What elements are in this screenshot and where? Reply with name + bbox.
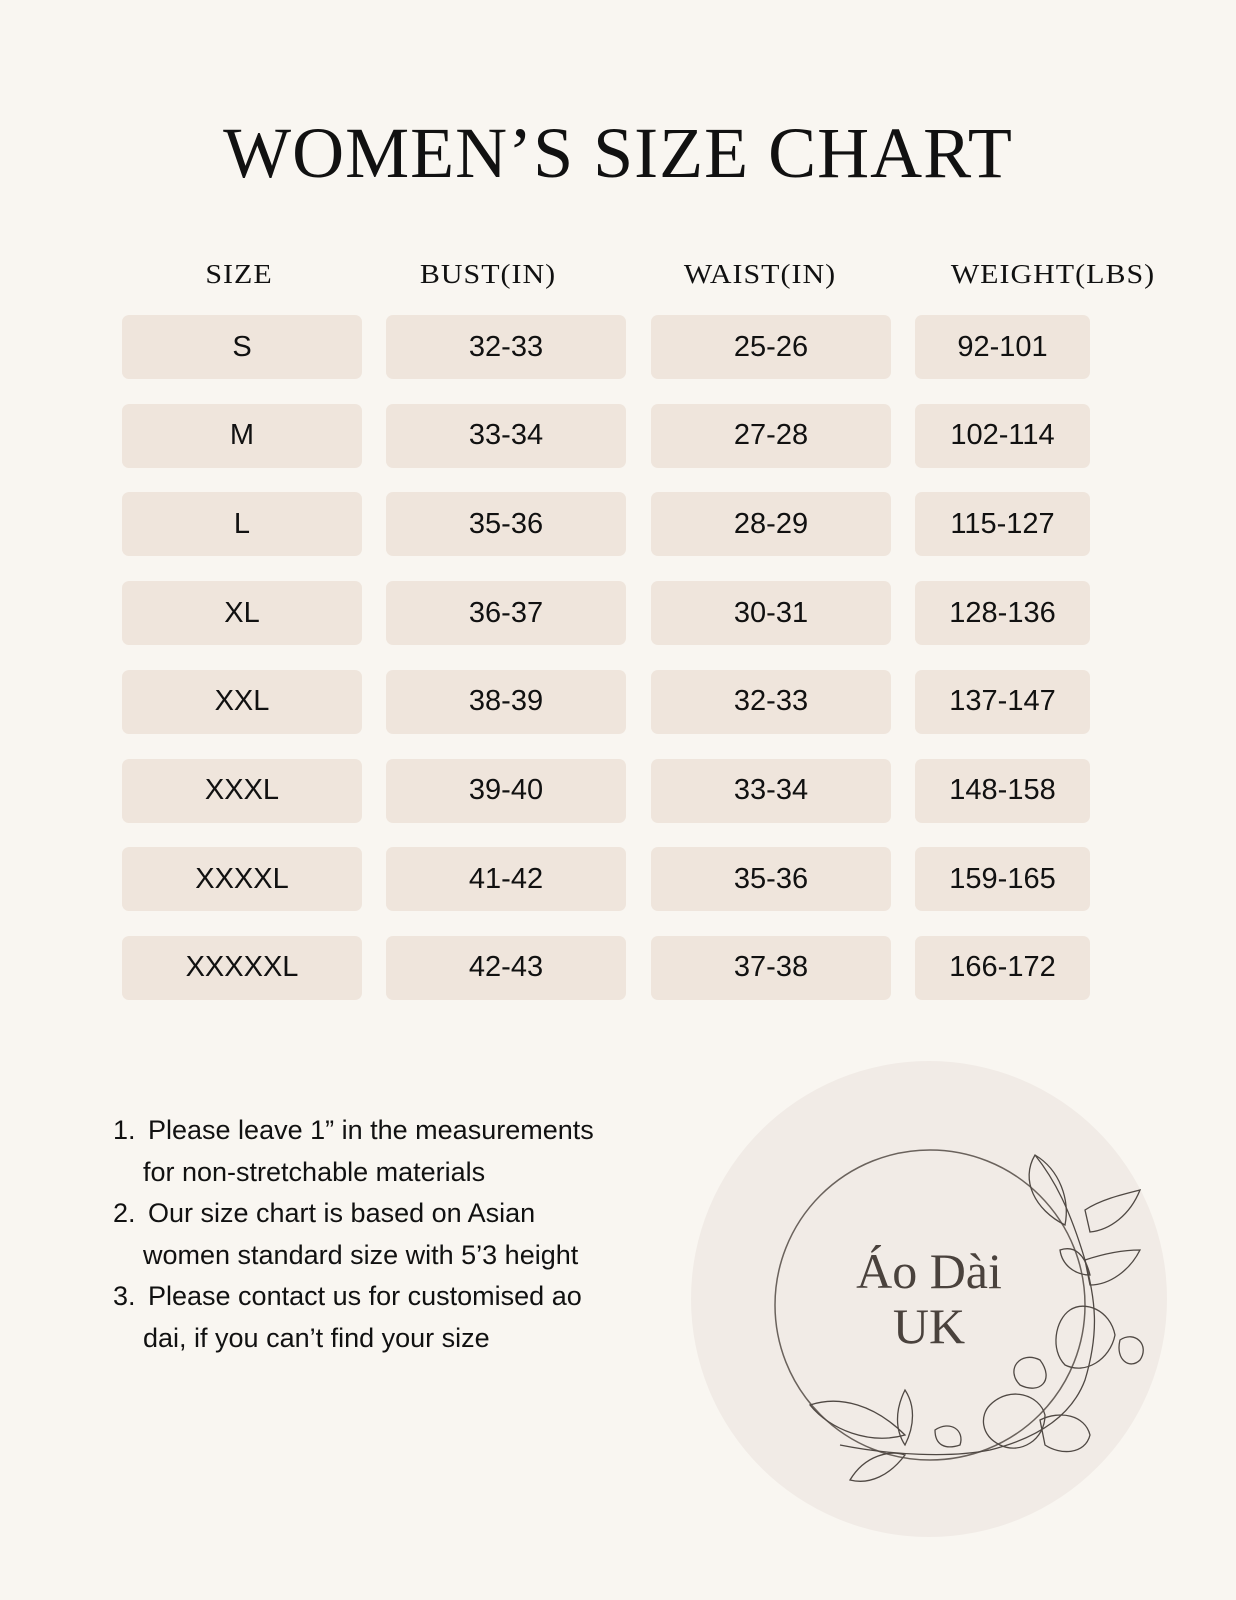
- table-cell-bust: 38-39: [386, 669, 626, 734]
- table-cell-waist: 27-28: [651, 403, 891, 468]
- logo-text-line1: Áo Dài: [856, 1243, 1002, 1299]
- note-number: 2.: [113, 1198, 136, 1228]
- table-cell-bust: 33-34: [386, 403, 626, 468]
- table-cell-waist: 35-36: [651, 847, 891, 912]
- table-cell-size: XXXXXL: [122, 935, 362, 1000]
- table-cell-weight: 128-136: [915, 581, 1090, 646]
- note-text: Please leave 1” in the measurements: [148, 1115, 594, 1145]
- table-cell-weight: 92-101: [915, 315, 1090, 379]
- table-cell-weight: 159-165: [915, 847, 1090, 912]
- page-title: WOMEN’S SIZE CHART: [223, 113, 1013, 193]
- table-cell-size: M: [122, 403, 362, 468]
- table-cell-size: XL: [122, 581, 362, 646]
- note-item: 3. Please contact us for customised ao dai…: [113, 1276, 594, 1359]
- table-cell-waist: 30-31: [651, 581, 891, 646]
- column-header-waist: WAIST(IN): [683, 259, 837, 290]
- table-cell-size: XXXXL: [122, 847, 362, 912]
- table-cell-size: S: [122, 315, 362, 379]
- table-cell-weight: 148-158: [915, 758, 1090, 823]
- logo-circle: [691, 1061, 1167, 1537]
- table-cell-weight: 166-172: [915, 935, 1090, 1000]
- notes-list: 1. Please leave 1” in the measurements for…: [113, 1110, 594, 1359]
- table-cell-bust: 39-40: [386, 758, 626, 823]
- table-cell-weight: 115-127: [915, 492, 1090, 557]
- table-cell-waist: 25-26: [651, 315, 891, 379]
- note-text: Please contact us for customised ao: [148, 1281, 582, 1311]
- note-text: Our size chart is based on Asian: [148, 1198, 536, 1228]
- table-cell-waist: 28-29: [651, 492, 891, 557]
- table-cell-waist: 33-34: [651, 758, 891, 823]
- logo-text-line2: UK: [893, 1298, 965, 1354]
- table-cell-bust: 41-42: [386, 847, 626, 912]
- note-item: 2. Our size chart is based on Asian women …: [113, 1193, 594, 1276]
- table-cell-bust: 36-37: [386, 581, 626, 646]
- brand-logo: Áo Dài UK: [691, 1061, 1167, 1537]
- logo-ring: [774, 1149, 1086, 1461]
- table-cell-bust: 42-43: [386, 935, 626, 1000]
- column-header-weight: WEIGHT(LBS): [950, 259, 1156, 290]
- table-cell-size: L: [122, 492, 362, 557]
- table-cell-weight: 102-114: [915, 403, 1090, 468]
- table-cell-waist: 32-33: [651, 669, 891, 734]
- note-text: dai, if you can’t find your size: [143, 1322, 490, 1353]
- table-cell-bust: 35-36: [386, 492, 626, 557]
- note-text: women standard size with 5’3 height: [143, 1239, 579, 1270]
- floral-wreath-icon: [808, 1154, 1144, 1482]
- table-cell-size: XXXL: [122, 758, 362, 823]
- column-header-bust: BUST(IN): [419, 259, 557, 290]
- note-text: for non-stretchable materials: [143, 1156, 486, 1187]
- table-cell-bust: 32-33: [386, 315, 626, 379]
- column-header-size: SIZE: [205, 259, 273, 290]
- table-cell-waist: 37-38: [651, 935, 891, 1000]
- table-cell-weight: 137-147: [915, 669, 1090, 734]
- note-number: 3.: [113, 1281, 136, 1311]
- note-item: 1. Please leave 1” in the measurements for…: [113, 1110, 594, 1193]
- table-cell-size: XXL: [122, 669, 362, 734]
- note-number: 1.: [113, 1115, 136, 1145]
